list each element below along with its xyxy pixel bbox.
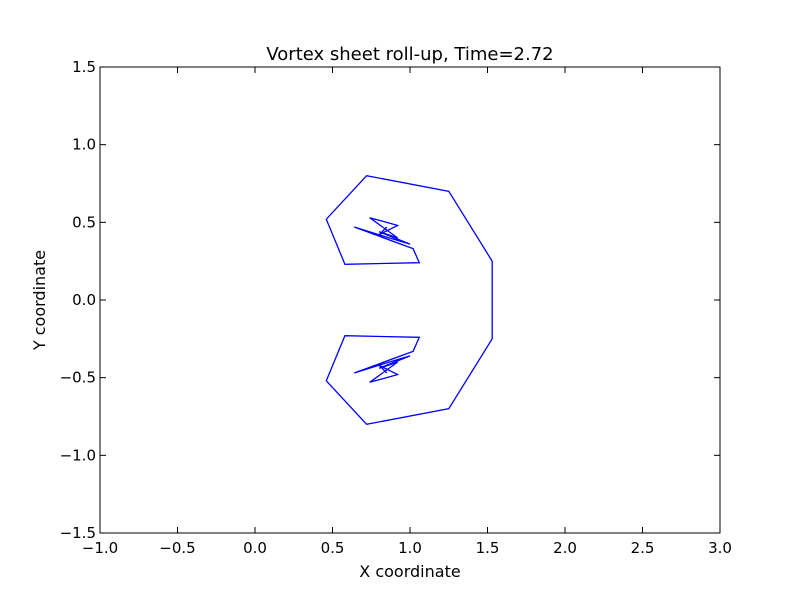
y-tick-label: 1.0: [72, 136, 96, 154]
y-axis-label: Y coordinate: [30, 250, 49, 351]
plot-area: [325, 174, 493, 426]
axis-ticks: −1.0 −0.5 0.0 0.5 1.0 1.5 2.0 2.5 3.0−1.5−1.0−0.…: [60, 58, 732, 557]
y-tick-label: −0.5: [60, 369, 96, 387]
x-axis-label: X coordinate: [359, 562, 460, 581]
y-tick-label: −1.0: [60, 446, 96, 464]
x-tick-label: −1.0: [82, 539, 118, 557]
x-tick-label: 2.0: [553, 539, 577, 557]
x-tick-label: 2.5: [631, 539, 655, 557]
y-tick-label: 1.5: [72, 58, 96, 76]
chart-title: Vortex sheet roll-up, Time=2.72: [266, 44, 553, 65]
x-tick-label: 3.0: [708, 539, 732, 557]
x-tick-label: −0.5: [159, 539, 195, 557]
y-tick-label: −1.5: [60, 524, 96, 542]
axes-frame: [99, 66, 721, 534]
x-tick-label: 0.5: [321, 539, 345, 557]
x-tick-label: 1.0: [398, 539, 422, 557]
series-line: [325, 174, 493, 426]
y-tick-label: 0.5: [72, 213, 96, 231]
x-tick-label: 0.0: [243, 539, 267, 557]
y-tick-label: 0.0: [72, 291, 96, 309]
x-tick-label: 1.5: [476, 539, 500, 557]
